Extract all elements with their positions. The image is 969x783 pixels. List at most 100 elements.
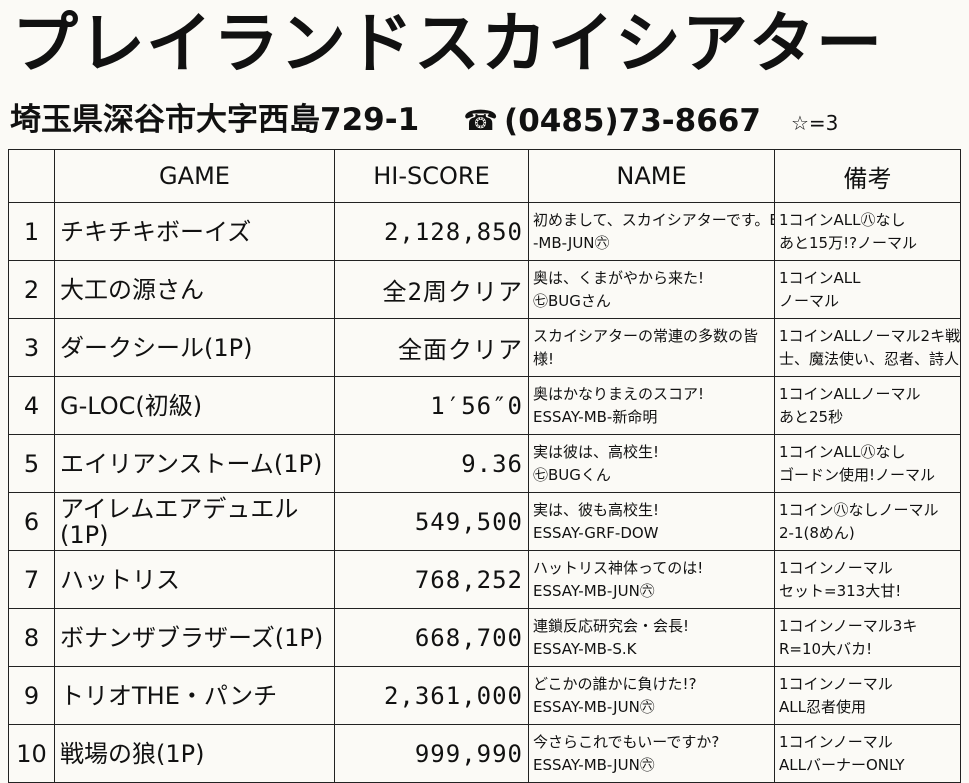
player-comment-line: 実は彼は、高校生!: [533, 442, 660, 461]
game-cell: ハットリス: [54, 550, 335, 609]
note-line: セット=313大甘!: [779, 581, 902, 600]
rank-cell: 4: [8, 376, 55, 435]
note-cell: 1コインノーマル セット=313大甘!: [774, 550, 961, 609]
player-name-cell: スカイシアターの常連の多数の皆 様!: [528, 318, 775, 377]
phone-number: ☎ (0485)73-8667: [463, 103, 761, 139]
score-cell: 9.36: [334, 434, 529, 493]
table-row: 2 大工の源さん 全2周クリア 奥は、くまがやから来た! ㊆BUGさん 1コインALL ノー…: [8, 260, 961, 319]
note-line: R=10大バカ!: [779, 639, 873, 658]
score-cell: 549,500: [334, 492, 529, 551]
player-comment-line: ㊆BUGくん: [533, 465, 611, 484]
table-row: 3 ダークシール(1P) 全面クリア スカイシアターの常連の多数の皆 様! 1コインALL…: [8, 318, 961, 377]
note-line: ゴードン使用!ノーマル: [779, 465, 936, 484]
rank-cell: 10: [8, 724, 55, 783]
player-comment-line: ESSAY-MB-JUN㊅: [533, 755, 655, 774]
note-cell: 1コインノーマル ALLバーナーONLY: [774, 724, 961, 783]
player-name-cell: どこかの誰かに負けた!? ESSAY-MB-JUN㊅: [528, 666, 775, 725]
note-cell: 1コインALL㊇なしゴードン使用!ノーマル: [774, 434, 961, 493]
score-cell: 768,252: [334, 550, 529, 609]
score-cell: 2,361,000: [334, 666, 529, 725]
player-comment-line: ESSAY-MB-JUN㊅: [533, 697, 655, 716]
player-comment-line: 今さらこれでもいーですか?: [533, 732, 720, 751]
rank-cell: 5: [8, 434, 55, 493]
note-line: 1コインALL㊇なし: [779, 442, 906, 461]
score-cell: 全面クリア: [334, 318, 529, 377]
game-cell: チキチキボーイズ: [54, 202, 335, 261]
rank-cell: 8: [8, 608, 55, 667]
player-name-cell: 実は彼は、高校生! ㊆BUGくん: [528, 434, 775, 493]
score-cell: 全2周クリア: [334, 260, 529, 319]
note-cell: 1コインALL ノーマル: [774, 260, 961, 319]
table-header-row: GAME HI-SCORE NAME 備考: [8, 149, 961, 203]
player-comment-line: ESSAY-MB-S.K: [533, 639, 637, 658]
note-line: 2-1(8めん): [779, 523, 855, 542]
table-row: 9 トリオTHE・パンチ 2,361,000 どこかの誰かに負けた!? ESSAY-MB…: [8, 666, 961, 725]
score-cell: 668,700: [334, 608, 529, 667]
score-cell: 2,128,850: [334, 202, 529, 261]
note-cell: 1コインALLノーマル2キ戦 士、魔法使い、忍者、詩人: [774, 318, 961, 377]
score-cell: 999,990: [334, 724, 529, 783]
game-cell: G-LOC(初級): [54, 376, 335, 435]
note-cell: 1コインノーマル3キ R=10大バカ!: [774, 608, 961, 667]
game-cell: エイリアンストーム(1P): [54, 434, 335, 493]
rank-cell: 1: [8, 202, 55, 261]
header-rank: [8, 149, 55, 203]
player-name-cell: 奥は、くまがやから来た! ㊆BUGさん: [528, 260, 775, 319]
player-name-cell: 連鎖反応研究会・会長! ESSAY-MB-S.K: [528, 608, 775, 667]
header-hi-score: HI-SCORE: [334, 149, 529, 203]
player-name-cell: 奥はかなりまえのスコア! ESSAY-MB-新命明: [528, 376, 775, 435]
game-cell: ダークシール(1P): [54, 318, 335, 377]
note-line: 1コインALLノーマル: [779, 384, 921, 403]
game-cell: トリオTHE・パンチ: [54, 666, 335, 725]
note-line: 1コインノーマル3キ: [779, 616, 918, 635]
player-comment-line: 奥はかなりまえのスコア!: [533, 384, 705, 403]
note-cell: 1コイン㊇なしノーマル 2-1(8めん): [774, 492, 961, 551]
rank-cell: 3: [8, 318, 55, 377]
note-line: 1コインノーマル: [779, 674, 893, 693]
arcade-name-title: プレイランドスカイシアター: [12, 5, 883, 82]
note-line: 1コインALL: [779, 268, 861, 287]
telephone-icon: ☎: [463, 104, 499, 137]
rating-text: ☆=3: [790, 111, 839, 135]
note-line: 士、魔法使い、忍者、詩人: [779, 349, 960, 368]
player-name-cell: 初めまして、スカイシアターです。ESSAY -MB-JUN㊅: [528, 202, 775, 261]
game-cell: 大工の源さん: [54, 260, 335, 319]
player-comment-line: スカイシアターの常連の多数の皆: [533, 326, 759, 345]
hi-score-table: GAME HI-SCORE NAME 備考 1 チキチキボーイズ 2,128,850…: [8, 149, 961, 783]
note-line: ALLバーナーONLY: [779, 755, 905, 774]
note-cell: 1コインノーマル ALL忍者使用: [774, 666, 961, 725]
note-line: 1コインALLノーマル2キ戦: [779, 326, 961, 345]
game-cell: 戦場の狼(1P): [54, 724, 335, 783]
table-row: 4 G-LOC(初級) 1′56″0 奥はかなりまえのスコア! ESSAY-MB-新命明…: [8, 376, 961, 435]
player-comment-line: 奥は、くまがやから来た!: [533, 268, 705, 287]
player-comment-line: どこかの誰かに負けた!?: [533, 674, 697, 693]
note-cell: 1コインALLノーマル あと25秒: [774, 376, 961, 435]
player-comment-line: ハットリス神体ってのは!: [533, 558, 704, 577]
note-line: あと15万!?ノーマル: [779, 233, 918, 252]
player-name-cell: ハットリス神体ってのは! ESSAY-MB-JUN㊅: [528, 550, 775, 609]
note-line: ALL忍者使用: [779, 697, 866, 716]
rank-cell: 6: [8, 492, 55, 551]
table-row: 8 ボナンザブラザーズ(1P) 668,700 連鎖反応研究会・会長! ESSAY-MB…: [8, 608, 961, 667]
score-cell: 1′56″0: [334, 376, 529, 435]
rank-cell: 2: [8, 260, 55, 319]
table-row: 7 ハットリス 768,252 ハットリス神体ってのは! ESSAY-MB-JUN㊅ 1コ…: [8, 550, 961, 609]
player-comment-line: 連鎖反応研究会・会長!: [533, 616, 690, 635]
note-line: 1コインノーマル: [779, 732, 893, 751]
note-line: 1コインノーマル: [779, 558, 893, 577]
note-line: ノーマル: [779, 291, 840, 310]
player-name-cell: 今さらこれでもいーですか? ESSAY-MB-JUN㊅: [528, 724, 775, 783]
address-text: 埼玉県深谷市大字西島729-1: [10, 102, 420, 138]
note-line: 1コインALL㊇なし: [779, 210, 906, 229]
header-game: GAME: [54, 149, 335, 203]
table-row: 10 戦場の狼(1P) 999,990 今さらこれでもいーですか? ESSAY-MB-J…: [8, 724, 961, 783]
phone-number-text: (0485)73-8667: [504, 102, 761, 139]
note-line: あと25秒: [779, 407, 844, 426]
table-row: 6 アイレムエアデュエル(1P) 549,500 実は、彼も高校生! ESSAY-GRF…: [8, 492, 961, 551]
player-name-cell: 実は、彼も高校生! ESSAY-GRF-DOW: [528, 492, 775, 551]
rank-cell: 9: [8, 666, 55, 725]
player-comment-line: ESSAY-GRF-DOW: [533, 523, 659, 542]
player-comment-line: 実は、彼も高校生!: [533, 500, 660, 519]
